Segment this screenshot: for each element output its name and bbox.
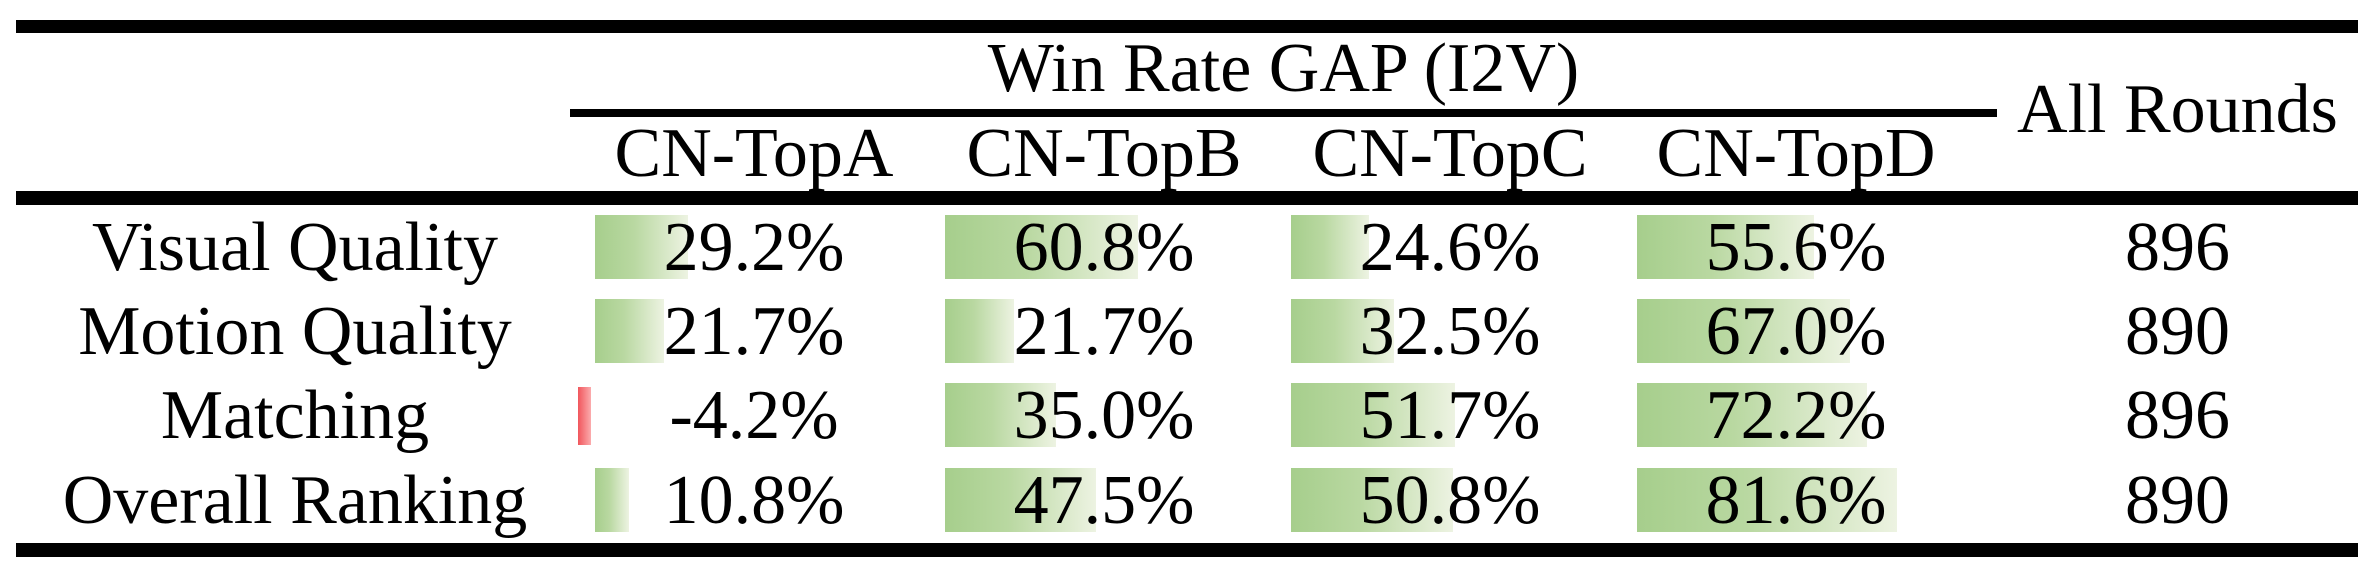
row-label: Overall Ranking <box>62 462 528 539</box>
win-rate-cell: 24.6% <box>1291 206 1609 290</box>
win-rate-value: 55.6% <box>1705 209 1887 286</box>
column-header-cn-topa: CN-TopA <box>614 115 894 192</box>
win-rate-bar <box>945 383 1057 447</box>
win-rate-cell: 72.2% <box>1637 374 1955 458</box>
table-row: Matching -4.2% 35.0% 51.7% 72.2% 896 <box>0 374 2374 458</box>
table-row: Overall Ranking 10.8% 47.5% 50.8% 81.6% … <box>0 459 2374 543</box>
win-rate-cell: 35.0% <box>945 374 1263 458</box>
win-rate-cell: 50.8% <box>1291 459 1609 543</box>
win-rate-value: 24.6% <box>1359 209 1541 286</box>
win-rate-cell: 47.5% <box>945 459 1263 543</box>
win-rate-bar <box>595 299 664 363</box>
column-header-cn-topc: CN-TopC <box>1312 115 1588 192</box>
win-rate-bar <box>1291 468 1453 532</box>
win-rate-value: 72.2% <box>1705 377 1887 454</box>
win-rate-value: 32.5% <box>1359 293 1541 370</box>
win-rate-cell: -4.2% <box>577 374 913 458</box>
win-rate-value: 60.8% <box>1013 209 1195 286</box>
row-label: Matching <box>160 377 430 454</box>
win-rate-bar <box>945 299 1014 363</box>
win-rate-cell: 67.0% <box>1637 290 1955 374</box>
win-rate-value: 67.0% <box>1705 293 1887 370</box>
win-rate-cell: 32.5% <box>1291 290 1609 374</box>
table-row: Motion Quality 21.7% 21.7% 32.5% 67.0% 8… <box>0 290 2374 374</box>
win-rate-value: 21.7% <box>1013 293 1195 370</box>
win-rate-bar <box>1291 215 1370 279</box>
bottom-rule <box>16 543 2358 557</box>
win-rate-bar <box>945 468 1096 532</box>
all-rounds-value: 890 <box>2125 462 2230 539</box>
win-rate-value: 81.6% <box>1705 462 1887 539</box>
win-rate-cell: 60.8% <box>945 206 1263 290</box>
win-rate-value: 21.7% <box>663 293 845 370</box>
win-rate-value: 29.2% <box>663 209 845 286</box>
win-rate-value: 35.0% <box>1013 377 1195 454</box>
win-rate-value: 50.8% <box>1359 462 1541 539</box>
win-rate-value: 47.5% <box>1013 462 1195 539</box>
all-rounds-value: 896 <box>2125 209 2230 286</box>
win-rate-bar <box>1637 299 1851 363</box>
header-separator-rule <box>16 191 2358 205</box>
win-rate-cell: 21.7% <box>595 290 913 374</box>
win-rate-cell: 21.7% <box>945 290 1263 374</box>
win-rate-value: -4.2% <box>669 377 839 454</box>
row-label: Visual Quality <box>91 209 499 286</box>
win-rate-bar <box>1637 468 1897 532</box>
win-rate-bar <box>595 215 688 279</box>
win-rate-bar <box>595 468 630 532</box>
table-row: Visual Quality 29.2% 60.8% 24.6% 55.6% 8… <box>0 206 2374 290</box>
win-rate-cell: 81.6% <box>1637 459 1955 543</box>
table-title: Win Rate GAP (I2V) <box>987 29 1580 107</box>
all-rounds-value: 896 <box>2125 377 2230 454</box>
win-rate-value: 51.7% <box>1359 377 1541 454</box>
win-rate-bar <box>1637 383 1867 447</box>
header-group-rule <box>570 109 1997 117</box>
row-label: Motion Quality <box>78 293 512 370</box>
column-header-cn-topb: CN-TopB <box>966 115 1242 192</box>
column-header-cn-topd: CN-TopD <box>1656 115 1936 192</box>
all-rounds-value: 890 <box>2125 293 2230 370</box>
win-rate-bar <box>1291 383 1456 447</box>
win-rate-cell: 10.8% <box>595 459 913 543</box>
win-rate-cell: 51.7% <box>1291 374 1609 458</box>
win-rate-bar <box>945 215 1139 279</box>
win-rate-bar <box>1291 299 1395 363</box>
all-rounds-header: All Rounds <box>2017 70 2338 148</box>
win-rate-cell: 29.2% <box>595 206 913 290</box>
top-rule <box>16 20 2358 33</box>
win-rate-cell: 55.6% <box>1637 206 1955 290</box>
negative-win-rate-bar <box>577 387 591 445</box>
win-rate-value: 10.8% <box>663 462 845 539</box>
win-rate-bar <box>1637 215 1814 279</box>
